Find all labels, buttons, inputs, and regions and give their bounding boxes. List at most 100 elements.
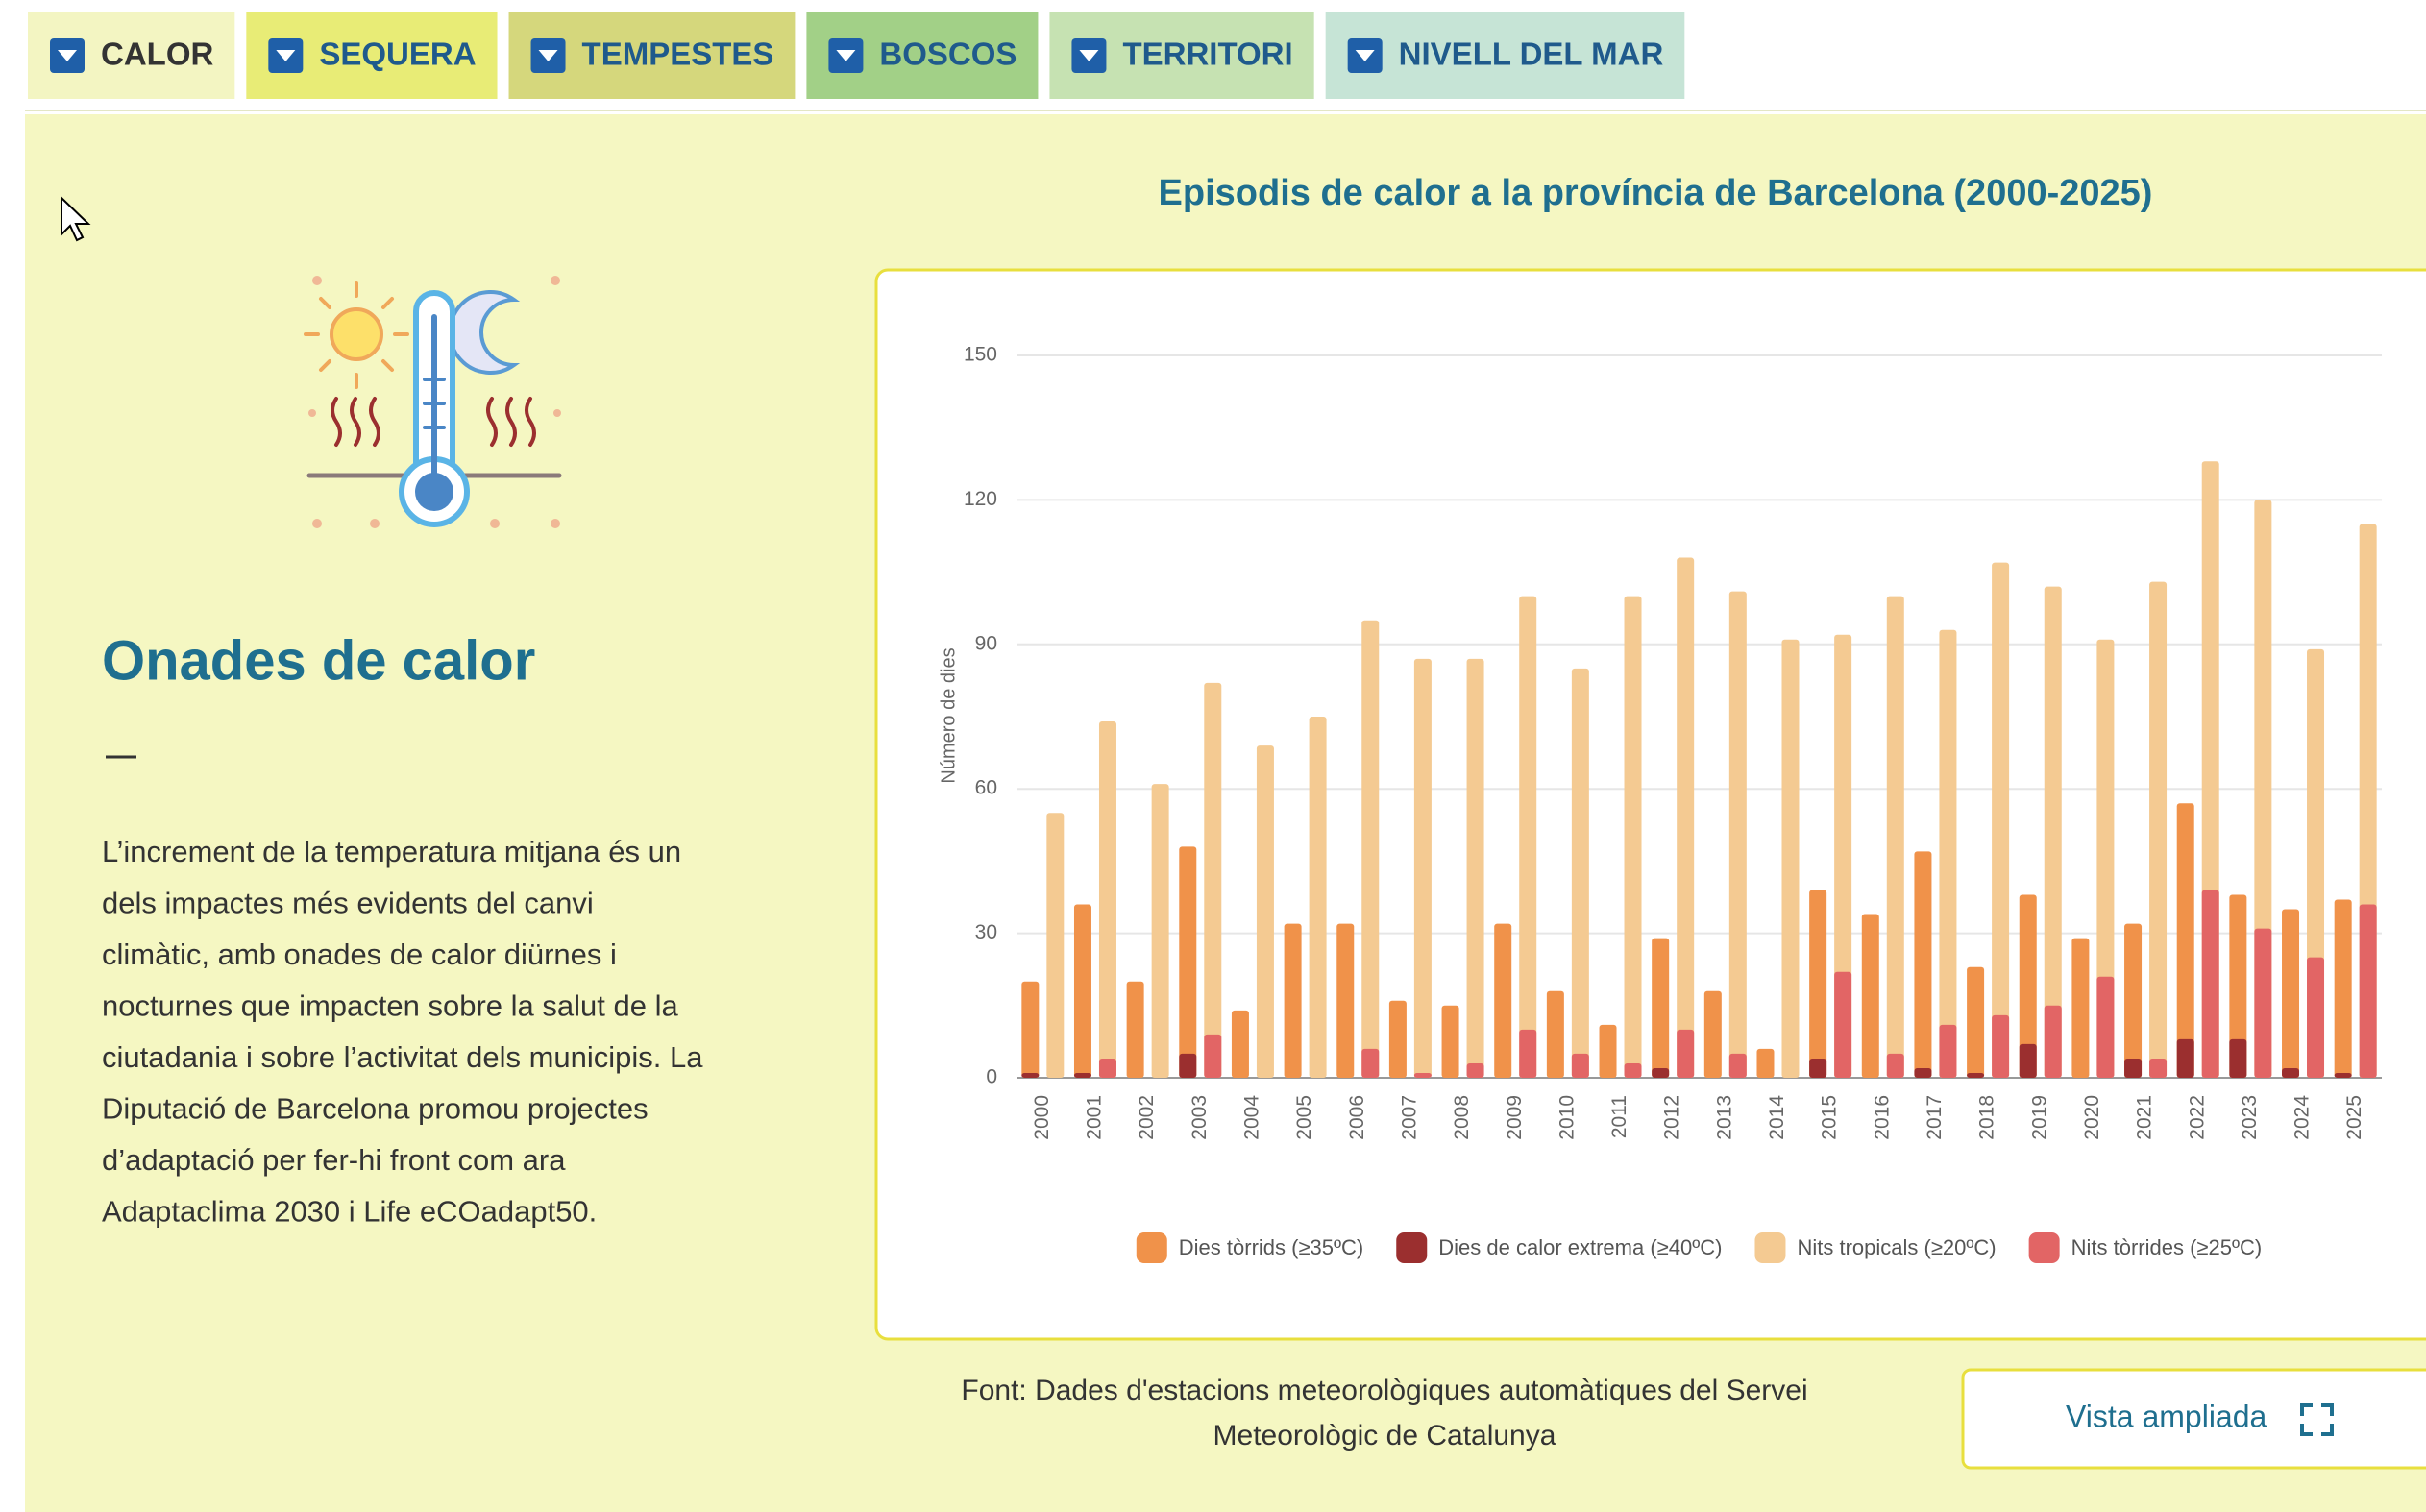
tab[interactable]: SEQUERA <box>246 12 498 99</box>
x-tick-label: 2012 <box>1661 1095 1683 1140</box>
legend-marker <box>1136 1232 1167 1263</box>
bar <box>2124 1058 2143 1078</box>
tab-bar: CALOR SEQUERA TEMPESTES BOSCOS TERRITORI NIVE… <box>28 12 1685 99</box>
tab-icon-arrow <box>1079 50 1099 61</box>
legend-marker <box>1396 1232 1428 1263</box>
x-tick-label: 2002 <box>1136 1095 1158 1140</box>
bar <box>2124 923 2143 1078</box>
legend: Dies tòrrids (≥35ºC) Dies de calor extrem… <box>1136 1232 2263 1263</box>
tab-label[interactable]: TERRITORI <box>1122 37 1292 72</box>
bar <box>1098 1058 1116 1078</box>
bar <box>1599 1024 1617 1078</box>
bar <box>1466 1062 1484 1078</box>
legend-label: Nits tropicals (≥20ºC) <box>1797 1235 1996 1259</box>
bar <box>2229 894 2247 1078</box>
heat-icon <box>304 276 562 528</box>
bar <box>2282 909 2300 1078</box>
bar <box>2019 894 2037 1078</box>
bar <box>1021 1072 1040 1078</box>
bar <box>2044 586 2062 1078</box>
bar <box>1519 1029 1537 1078</box>
bar <box>2201 890 2219 1078</box>
tab-label[interactable]: BOSCOS <box>879 37 1017 72</box>
tab-icon-arrow <box>836 50 856 61</box>
paragraph-line: dels impactes més evidents del canvi <box>102 887 594 920</box>
bar <box>1809 890 1827 1078</box>
bar <box>2334 899 2352 1078</box>
x-tick-label: 2025 <box>2343 1095 2365 1140</box>
tab[interactable]: CALOR <box>28 12 235 99</box>
bar <box>2359 904 2377 1078</box>
tab-icon-arrow <box>276 50 296 61</box>
bar <box>1809 1058 1827 1078</box>
expand-button[interactable]: Vista ampliada <box>1961 1368 2426 1470</box>
x-tick-label: 2020 <box>2081 1095 2103 1140</box>
tab[interactable]: TEMPESTES <box>508 12 796 99</box>
tab-label[interactable]: SEQUERA <box>319 37 476 72</box>
mouse-cursor <box>61 195 91 242</box>
bar <box>1728 1053 1747 1078</box>
bar <box>1728 591 1747 1078</box>
x-tick-label: 2004 <box>1240 1095 1262 1140</box>
button-frame[interactable] <box>1961 1368 2426 1470</box>
tab[interactable]: NIVELL DEL MAR <box>1325 12 1685 99</box>
bar <box>1624 596 1642 1078</box>
bar <box>2149 581 2168 1078</box>
bar <box>1756 1048 1775 1078</box>
x-tick-label: 2017 <box>1924 1095 1946 1140</box>
x-tick-label: 2010 <box>1556 1095 1578 1140</box>
bar <box>2254 928 2272 1078</box>
x-tick-label: 2021 <box>2134 1095 2156 1140</box>
x-tick-label: 2013 <box>1713 1095 1735 1140</box>
tab-label[interactable]: NIVELL DEL MAR <box>1399 37 1664 72</box>
y-axis-label: Número de dies <box>938 647 959 783</box>
x-tick-label: 2022 <box>2186 1095 2208 1140</box>
bar <box>1886 1053 1904 1078</box>
y-tick-label: 120 <box>964 488 997 510</box>
heading: Onades de calor <box>102 629 535 692</box>
bar <box>2071 938 2090 1078</box>
paragraph-line: Adaptaclima 2030 i Life eCOadapt50. <box>102 1195 597 1229</box>
tab[interactable]: BOSCOS <box>806 12 1039 99</box>
button-label[interactable]: Vista ampliada <box>2066 1399 2267 1433</box>
y-tick-label: 30 <box>975 921 997 943</box>
bar <box>2149 1058 2168 1078</box>
tab[interactable]: TERRITORI <box>1049 12 1314 99</box>
legend-marker <box>2028 1232 2060 1263</box>
x-tick-label: 2011 <box>1608 1095 1630 1138</box>
bar <box>1992 1014 2010 1078</box>
x-tick-label: 2016 <box>1871 1095 1893 1140</box>
tab-icon-arrow <box>1355 50 1375 61</box>
legend-label: Dies de calor extrema (≥40ºC) <box>1438 1235 1722 1259</box>
paragraph-line: climàtic, amb onades de calor diürnes i <box>102 938 617 971</box>
bar <box>1179 1053 1197 1078</box>
tab-label[interactable]: TEMPESTES <box>582 37 774 72</box>
x-tick-label: 2015 <box>1819 1095 1841 1140</box>
bar <box>1886 596 1904 1078</box>
y-tick-label: 0 <box>986 1066 997 1088</box>
bar <box>2307 957 2325 1078</box>
bar <box>1151 784 1169 1078</box>
legend-label: Nits tòrrides (≥25ºC) <box>2071 1235 2263 1259</box>
source-note: Font: Dades d'estacions meteorològiques … <box>961 1375 1807 1451</box>
tab-icon-arrow <box>538 50 558 61</box>
bar <box>1967 966 1985 1078</box>
bar <box>2044 1005 2062 1078</box>
x-tick-label: 2001 <box>1084 1095 1106 1140</box>
bar <box>1703 990 1722 1078</box>
bar <box>1073 904 1091 1078</box>
bar <box>2176 803 2194 1078</box>
bar <box>1046 813 1065 1078</box>
bar <box>2334 1072 2352 1078</box>
x-tick-label: 2018 <box>1976 1095 1998 1140</box>
source-line: Meteorològic de Catalunya <box>1213 1420 1556 1451</box>
tab-background[interactable] <box>1325 12 1685 99</box>
bar <box>1231 1010 1249 1078</box>
bar <box>1652 938 1670 1078</box>
x-tick-label: 2007 <box>1398 1095 1420 1140</box>
bar <box>2176 1038 2194 1078</box>
tab-label[interactable]: CALOR <box>101 37 213 72</box>
bar <box>1992 562 2010 1078</box>
